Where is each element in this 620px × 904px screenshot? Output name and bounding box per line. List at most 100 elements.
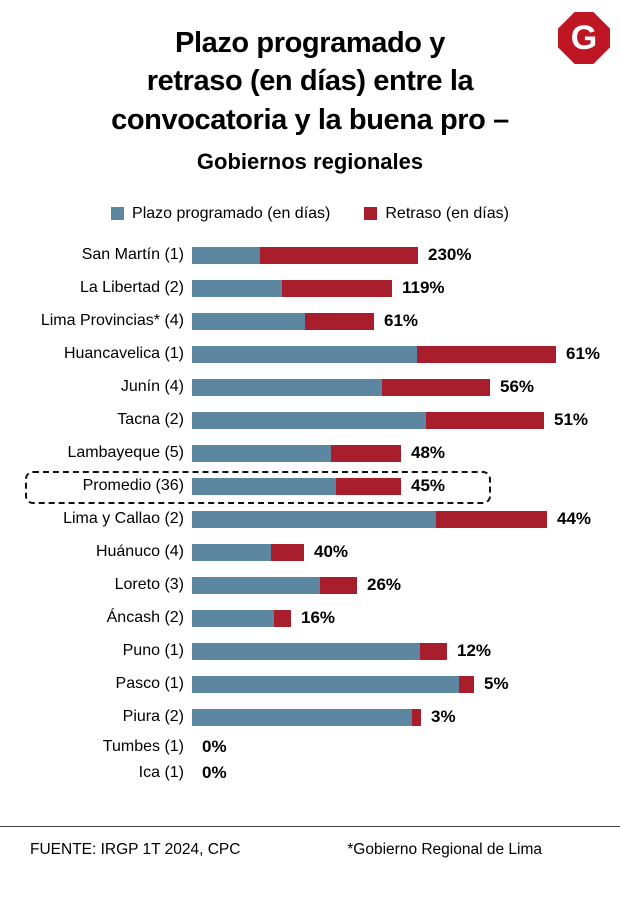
- bar-group: [192, 246, 418, 264]
- pct-label: 61%: [566, 344, 601, 364]
- bar-plazo: [192, 444, 331, 462]
- title-line-2: retraso (en días) entre la: [146, 65, 474, 98]
- chart-row: Huánuco (4) 40%: [0, 536, 620, 569]
- pct-label: 0%: [202, 736, 227, 756]
- chart-row: Ica (1) 0%: [0, 760, 620, 786]
- source-text: FUENTE: IRGP 1T 2024, CPC: [30, 840, 241, 858]
- bar-plazo: [192, 246, 260, 264]
- category-label: Promedio (36): [82, 477, 184, 495]
- category-label: Puno (1): [122, 642, 184, 660]
- pct-label: 56%: [500, 377, 535, 397]
- bar-retraso: [271, 543, 304, 561]
- bar-plazo: [192, 609, 274, 627]
- chart-row: Huancavelica (1) 61%: [0, 338, 620, 371]
- bar-group: [192, 411, 544, 429]
- category-label: Piura (2): [122, 708, 184, 726]
- chart-row: Promedio (36) 45%: [0, 470, 620, 504]
- bar-plazo: [192, 675, 459, 693]
- bar-retraso: [382, 378, 490, 396]
- category-label: Lambayeque (5): [67, 444, 184, 462]
- chart-row: La Libertad (2) 119%: [0, 272, 620, 305]
- category-label: Loreto (3): [114, 576, 184, 594]
- pct-label: 40%: [314, 542, 349, 562]
- bar-group: [192, 576, 357, 594]
- bar-group: [192, 543, 304, 561]
- pct-label: 12%: [457, 641, 492, 661]
- bar-group: [192, 279, 392, 297]
- bar-plazo: [192, 642, 420, 660]
- pct-label: 51%: [554, 410, 589, 430]
- category-label: Lima Provincias* (4): [40, 312, 184, 330]
- chart-row: Lima y Callao (2) 44%: [0, 503, 620, 536]
- chart-row: Tumbes (1) 0%: [0, 734, 620, 760]
- pct-label: 61%: [384, 311, 419, 331]
- bar-retraso: [417, 345, 556, 363]
- bar-plazo: [192, 576, 320, 594]
- bar-retraso: [274, 609, 291, 627]
- chart-row: Lambayeque (5) 48%: [0, 437, 620, 470]
- category-label: Pasco (1): [115, 675, 184, 693]
- bar-group: [192, 510, 547, 528]
- bar-retraso: [426, 411, 544, 429]
- chart-row: Loreto (3) 26%: [0, 569, 620, 602]
- bar-group: [192, 444, 401, 462]
- bar-group: [192, 477, 401, 495]
- chart-row: Tacna (2) 51%: [0, 404, 620, 437]
- pct-label: 0%: [202, 762, 227, 782]
- pct-label: 45%: [411, 476, 446, 496]
- category-label: San Martín (1): [81, 246, 184, 264]
- pct-label: 44%: [557, 509, 592, 529]
- bar-group: [192, 675, 474, 693]
- bar-group: [192, 609, 291, 627]
- chart-rows: San Martín (1) 230% La Libertad (2) 119% Lim…: [0, 239, 620, 786]
- chart-row: Áncash (2) 16%: [0, 602, 620, 635]
- bar-plazo: [192, 279, 282, 297]
- footer-divider: [0, 825, 620, 827]
- bar-plazo: [192, 477, 336, 495]
- chart-row: Junín (4) 56%: [0, 371, 620, 404]
- bar-retraso: [305, 312, 374, 330]
- legend-label: Retraso (en días): [385, 204, 509, 222]
- bar-plazo: [192, 708, 412, 726]
- chart-subtitle: Gobiernos regionales: [196, 148, 424, 174]
- category-label: La Libertad (2): [79, 279, 184, 297]
- pct-label: 119%: [402, 278, 445, 298]
- category-label: Ica (1): [138, 763, 184, 781]
- bar-group: [192, 345, 556, 363]
- chart-row: Piura (2) 3%: [0, 701, 620, 734]
- bar-retraso: [420, 642, 447, 660]
- bar-plazo: [192, 378, 382, 396]
- bar-group: [192, 378, 490, 396]
- bar-plazo: [192, 345, 417, 363]
- pct-label: 5%: [484, 674, 509, 694]
- legend-item: Retraso (en días): [364, 205, 509, 223]
- chart-row: San Martín (1) 230%: [0, 239, 620, 272]
- pct-label: 16%: [301, 608, 336, 628]
- legend-swatch-icon: [364, 207, 378, 221]
- bar-retraso: [282, 279, 392, 297]
- header: Plazo programado y retraso (en días) ent…: [0, 0, 620, 175]
- bar-retraso: [412, 708, 421, 726]
- legend-label: Plazo programado (en días): [132, 204, 331, 222]
- category-label: Lima y Callao (2): [63, 510, 184, 528]
- bar-retraso: [260, 246, 418, 264]
- footer: FUENTE: IRGP 1T 2024, CPC *Gobierno Regi…: [0, 827, 620, 859]
- bar-plazo: [192, 543, 271, 561]
- bar-plazo: [192, 510, 436, 528]
- category-label: Huánuco (4): [95, 543, 184, 561]
- pct-label: 26%: [367, 575, 402, 595]
- bar-retraso: [436, 510, 547, 528]
- bar-group: [192, 708, 421, 726]
- category-label: Huancavelica (1): [63, 345, 184, 363]
- title-line-1: Plazo programado y: [175, 27, 445, 59]
- bar-retraso: [459, 675, 474, 693]
- chart-row: Pasco (1) 5%: [0, 668, 620, 701]
- logo-letter: G: [570, 19, 598, 57]
- category-label: Tumbes (1): [102, 737, 184, 755]
- gestion-logo-icon: G: [558, 12, 610, 64]
- footnote-text: *Gobierno Regional de Lima: [347, 840, 542, 858]
- legend-swatch-icon: [111, 207, 125, 221]
- category-label: Tacna (2): [117, 411, 184, 429]
- pct-label: 3%: [431, 707, 456, 727]
